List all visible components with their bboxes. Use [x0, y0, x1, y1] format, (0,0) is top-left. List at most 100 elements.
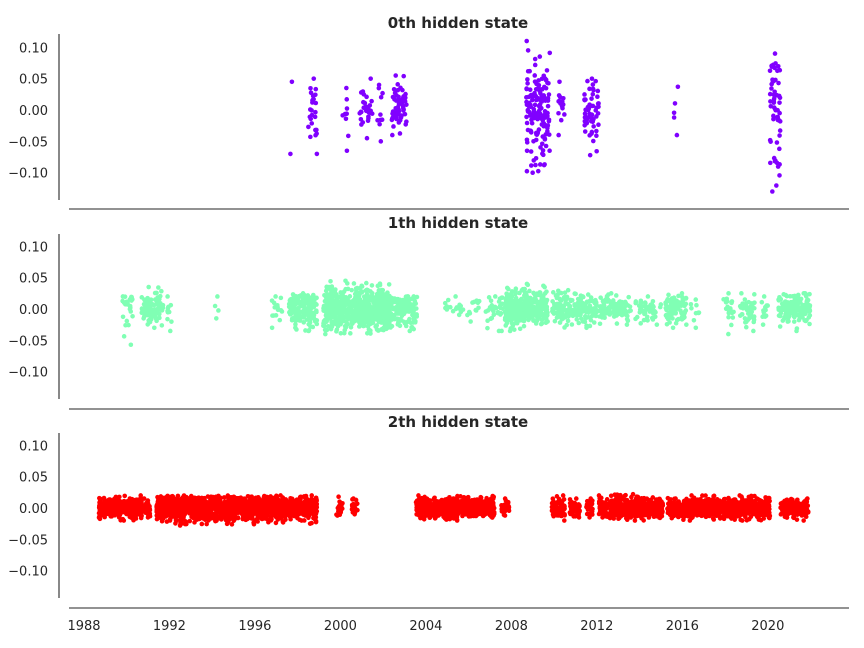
data-point [532, 73, 538, 78]
data-point [396, 94, 401, 100]
data-point [368, 289, 373, 294]
data-point [578, 296, 584, 302]
data-point [259, 504, 264, 509]
data-point [262, 493, 267, 499]
data-point [358, 90, 364, 95]
data-point [338, 330, 344, 336]
data-point [222, 499, 228, 504]
data-point [306, 327, 312, 333]
data-point [546, 117, 552, 123]
data-point [749, 314, 755, 319]
data-point [777, 162, 782, 167]
data-point [308, 303, 314, 309]
data-point [537, 292, 543, 298]
data-point [777, 133, 782, 138]
data-point [146, 284, 151, 290]
data-point [337, 314, 342, 319]
data-point [364, 280, 369, 286]
data-point [743, 324, 749, 330]
data-point [583, 107, 588, 113]
data-point [386, 282, 392, 287]
data-point [543, 315, 549, 321]
data-point [499, 328, 504, 334]
data-point [365, 324, 371, 329]
data-point [351, 281, 357, 286]
data-point [535, 317, 540, 323]
data-point [288, 297, 293, 302]
panel-2-y-ticks: 0.10 0.05 0.00 −0.05 −0.10 [8, 440, 48, 580]
x-tick-label: 2012 [580, 619, 613, 634]
data-point [601, 311, 606, 316]
data-point [259, 516, 265, 522]
data-point [145, 301, 151, 306]
data-point [537, 107, 542, 113]
data-point [111, 510, 117, 516]
data-point [594, 128, 599, 134]
data-point [591, 116, 596, 122]
data-point [159, 323, 165, 328]
data-point [726, 314, 731, 320]
data-point [583, 114, 589, 120]
data-point [348, 314, 354, 319]
data-point [293, 313, 299, 319]
data-point [295, 296, 301, 301]
data-point [536, 78, 541, 83]
data-point [328, 326, 334, 332]
data-point [546, 132, 552, 137]
data-point [334, 329, 339, 334]
data-point [517, 326, 523, 332]
data-point [594, 114, 599, 119]
data-point [525, 313, 531, 319]
data-point [155, 306, 161, 311]
data-point [365, 316, 371, 321]
data-point [388, 323, 393, 329]
data-point [403, 295, 409, 301]
data-point [137, 511, 142, 517]
data-point [175, 493, 181, 499]
data-point [774, 183, 779, 188]
data-point [547, 148, 552, 153]
data-point [156, 285, 161, 290]
data-point [342, 302, 348, 307]
data-point [188, 493, 194, 499]
data-point [528, 92, 534, 98]
data-point [192, 505, 197, 510]
data-point [147, 306, 152, 312]
data-point [565, 318, 571, 324]
data-point [358, 116, 364, 122]
data-point [364, 135, 370, 141]
data-point [235, 503, 240, 508]
panel-0-title: 0th hidden state [388, 14, 528, 32]
data-point [307, 320, 313, 325]
data-point [774, 140, 780, 145]
panel-2-ytick-label: 0.05 [19, 471, 48, 486]
data-point [333, 287, 338, 292]
data-point [574, 310, 580, 316]
data-point [761, 294, 767, 299]
data-point [528, 149, 534, 154]
data-point [284, 509, 289, 514]
data-point [680, 315, 686, 321]
data-point [118, 506, 124, 511]
data-point [802, 318, 807, 323]
data-point [590, 138, 596, 144]
data-point [556, 98, 562, 104]
data-point [223, 508, 228, 514]
data-point [393, 73, 399, 78]
data-point [323, 295, 329, 300]
data-point [521, 323, 527, 329]
data-point [545, 95, 551, 101]
data-point [526, 104, 532, 109]
data-point [165, 294, 170, 299]
data-point [413, 301, 419, 306]
data-point [330, 306, 336, 312]
data-point [642, 300, 648, 305]
data-point [360, 299, 366, 305]
data-point [352, 302, 358, 308]
data-point [767, 68, 773, 74]
data-point [312, 516, 318, 522]
data-point [723, 306, 729, 312]
data-point [776, 80, 781, 86]
data-point [533, 306, 539, 311]
data-point [485, 325, 490, 331]
